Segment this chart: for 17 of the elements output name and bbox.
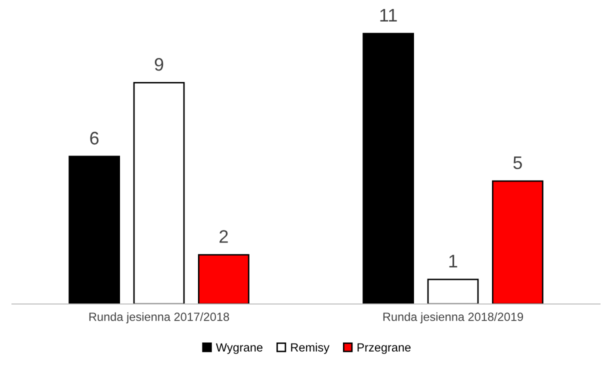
data-label: 6 bbox=[90, 132, 99, 145]
x-tick-label: Runda jesienna 2017/2018 bbox=[89, 312, 230, 324]
bar bbox=[68, 156, 120, 304]
data-label: 2 bbox=[220, 230, 228, 243]
bar bbox=[133, 82, 185, 304]
bar bbox=[198, 254, 250, 304]
data-label: 9 bbox=[154, 58, 164, 71]
x-tick-label: Runda jesienna 2018/2019 bbox=[383, 312, 524, 324]
bar bbox=[427, 278, 479, 304]
bar bbox=[492, 180, 544, 304]
data-label: 1 bbox=[449, 254, 458, 268]
bar bbox=[362, 32, 414, 304]
legend-label: Remisy bbox=[291, 342, 330, 354]
data-label: 11 bbox=[380, 9, 397, 22]
data-label: 5 bbox=[513, 156, 522, 170]
legend-label: Wygrane bbox=[216, 343, 262, 354]
legend-label: Przegrane bbox=[358, 343, 411, 354]
